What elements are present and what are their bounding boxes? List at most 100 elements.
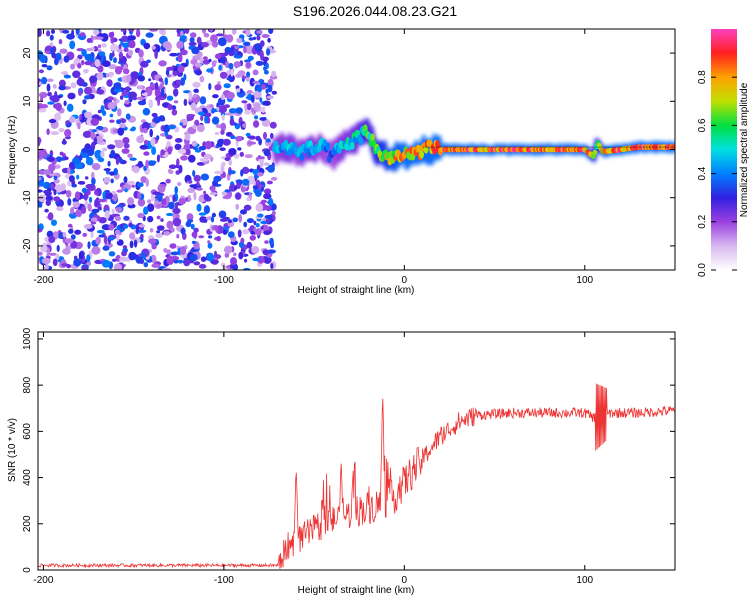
- noise-blob: [215, 225, 219, 233]
- noise-region: [38, 29, 278, 270]
- noise-blob: [100, 33, 109, 42]
- noise-blob: [140, 176, 147, 184]
- noise-blob: [91, 177, 96, 186]
- noise-blob: [110, 178, 114, 184]
- noise-blob: [246, 241, 252, 249]
- noise-blob: [192, 93, 198, 98]
- noise-blob: [222, 229, 228, 235]
- ridge-mark: [299, 153, 305, 161]
- noise-blob: [158, 29, 165, 35]
- noise-blob: [143, 151, 150, 156]
- noise-blob: [256, 35, 261, 41]
- noise-blob: [270, 176, 278, 181]
- noise-blob: [51, 219, 57, 226]
- noise-blob: [44, 190, 52, 197]
- noise-blob: [121, 90, 128, 97]
- noise-blob: [207, 242, 213, 249]
- noise-blob: [244, 154, 253, 159]
- noise-blob: [212, 94, 219, 99]
- noise-blob: [230, 135, 236, 140]
- noise-blob: [269, 121, 277, 129]
- noise-blob: [267, 249, 276, 254]
- noise-blob: [154, 50, 158, 59]
- noise-blob: [222, 195, 231, 200]
- noise-blob: [74, 229, 82, 235]
- noise-blob: [140, 233, 144, 239]
- noise-blob: [116, 233, 120, 242]
- noise-blob: [245, 45, 254, 55]
- spectrogram-y-axis: -20 -10 0 10 20: [22, 47, 675, 253]
- noise-blob: [247, 55, 254, 61]
- noise-blob: [235, 192, 242, 200]
- noise-blob: [151, 146, 157, 156]
- noise-blob: [254, 90, 262, 99]
- noise-blob: [135, 225, 139, 235]
- noise-blob: [127, 35, 136, 41]
- noise-blob: [66, 264, 71, 269]
- noise-blob: [263, 162, 270, 166]
- noise-blob: [62, 29, 70, 34]
- noise-blob: [96, 72, 104, 81]
- noise-blob: [127, 153, 133, 158]
- noise-blob: [44, 208, 49, 213]
- noise-blob: [263, 149, 271, 157]
- noise-blob: [265, 138, 271, 143]
- noise-blob: [90, 217, 98, 222]
- noise-blob: [203, 153, 212, 160]
- noise-blob: [233, 61, 241, 68]
- noise-blob: [136, 135, 145, 144]
- signal-ridge: [271, 118, 675, 172]
- noise-blob: [200, 173, 210, 181]
- noise-blob: [141, 89, 145, 94]
- noise-blob: [271, 90, 277, 95]
- noise-blob: [223, 245, 233, 254]
- noise-blob: [114, 82, 122, 90]
- noise-blob: [75, 29, 80, 35]
- colorbar-ticks: 0.0 0.2 0.4 0.6 0.8: [697, 70, 737, 277]
- noise-blob: [56, 206, 64, 211]
- colorbar-tick-label: 0.2: [697, 214, 708, 228]
- noise-blob: [78, 154, 83, 161]
- noise-blob: [113, 88, 122, 93]
- noise-blob: [262, 249, 269, 256]
- noise-blob: [131, 166, 140, 173]
- noise-blob: [236, 37, 243, 44]
- noise-blob: [168, 169, 174, 174]
- noise-blob: [266, 95, 274, 99]
- noise-blob: [223, 83, 231, 89]
- noise-blob: [117, 108, 122, 117]
- noise-blob: [206, 252, 215, 262]
- noise-blob: [68, 228, 74, 234]
- noise-blob: [38, 251, 43, 256]
- noise-blob: [217, 138, 224, 148]
- noise-blob: [255, 223, 260, 228]
- noise-blob: [163, 231, 171, 236]
- noise-blob: [198, 212, 207, 216]
- noise-blob: [228, 159, 232, 166]
- noise-blob: [154, 82, 159, 90]
- noise-blob: [261, 34, 270, 38]
- noise-blob: [114, 66, 123, 75]
- noise-blob: [150, 122, 157, 128]
- noise-blob: [211, 212, 216, 218]
- noise-blob: [88, 196, 93, 203]
- noise-blob: [178, 198, 187, 205]
- noise-blob: [160, 218, 164, 222]
- noise-blob: [98, 51, 106, 57]
- noise-blob: [72, 157, 81, 164]
- noise-blob: [44, 50, 53, 54]
- noise-blob: [38, 203, 43, 208]
- noise-blob: [228, 170, 236, 175]
- noise-blob: [122, 224, 129, 229]
- noise-blob: [84, 61, 93, 66]
- noise-blob: [101, 60, 111, 67]
- noise-blob: [90, 117, 100, 126]
- noise-blob: [151, 45, 156, 50]
- noise-blob: [115, 156, 120, 165]
- noise-blob: [127, 49, 134, 56]
- noise-blob: [49, 34, 54, 41]
- noise-blob: [250, 230, 256, 235]
- noise-blob: [210, 259, 219, 265]
- noise-blob: [105, 73, 110, 78]
- noise-blob: [155, 204, 163, 208]
